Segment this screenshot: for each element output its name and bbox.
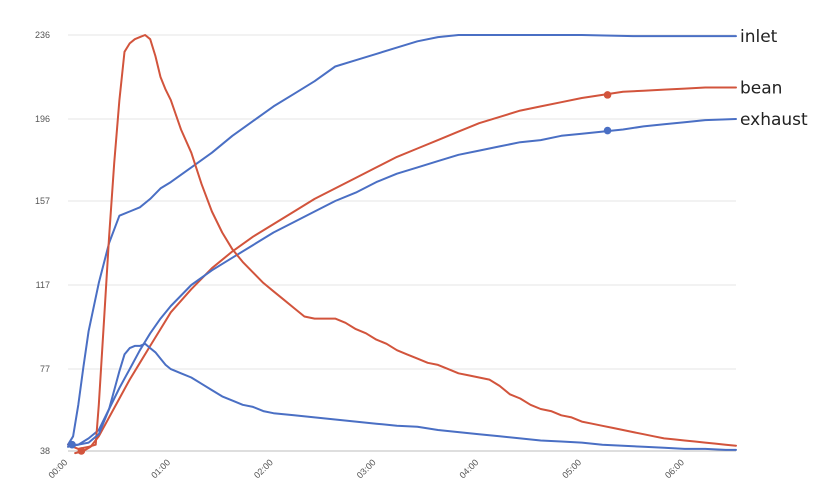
x-tick-label: 05:00 bbox=[560, 457, 583, 480]
x-tick-label: 03:00 bbox=[355, 457, 378, 480]
marker-exhaust bbox=[603, 126, 612, 135]
series-end-labels: inlet bean exhaust bbox=[740, 27, 808, 130]
exhaust-series-line bbox=[67, 118, 737, 448]
series-label-bean: bean bbox=[740, 79, 782, 99]
x-tick-label: 06:00 bbox=[663, 457, 686, 480]
gridlines bbox=[68, 34, 736, 370]
series-label-inlet: inlet bbox=[740, 27, 778, 47]
y-tick-label: 77 bbox=[40, 364, 50, 374]
x-axis-tick-labels: 00:00 01:00 02:00 03:00 04:00 05:00 06:00 bbox=[46, 457, 686, 480]
series-line bbox=[67, 342, 737, 451]
bean-series-line bbox=[74, 86, 737, 455]
y-tick-label: 117 bbox=[36, 280, 50, 290]
marker-inlet bbox=[68, 440, 76, 449]
x-tick-label: 01:00 bbox=[149, 457, 172, 480]
y-tick-label: 236 bbox=[35, 30, 50, 40]
series-label-exhaust: exhaust bbox=[740, 110, 808, 130]
x-tick-label: 00:00 bbox=[46, 457, 69, 480]
x-tick-label: 02:00 bbox=[252, 457, 275, 480]
x-tick-label: 04:00 bbox=[457, 457, 480, 480]
series-line bbox=[67, 34, 737, 450]
marker-bean bbox=[603, 91, 612, 99]
y-axis-tick-labels: 38 77 117 157 196 236 bbox=[35, 30, 50, 456]
y-tick-label: 157 bbox=[35, 196, 50, 206]
series-markers bbox=[68, 91, 612, 455]
y-tick-label: 38 bbox=[40, 446, 50, 456]
y-tick-label: 196 bbox=[35, 114, 50, 124]
inlet-series-line bbox=[67, 34, 737, 446]
series-lines bbox=[67, 34, 737, 455]
marker-bean bbox=[77, 447, 86, 455]
